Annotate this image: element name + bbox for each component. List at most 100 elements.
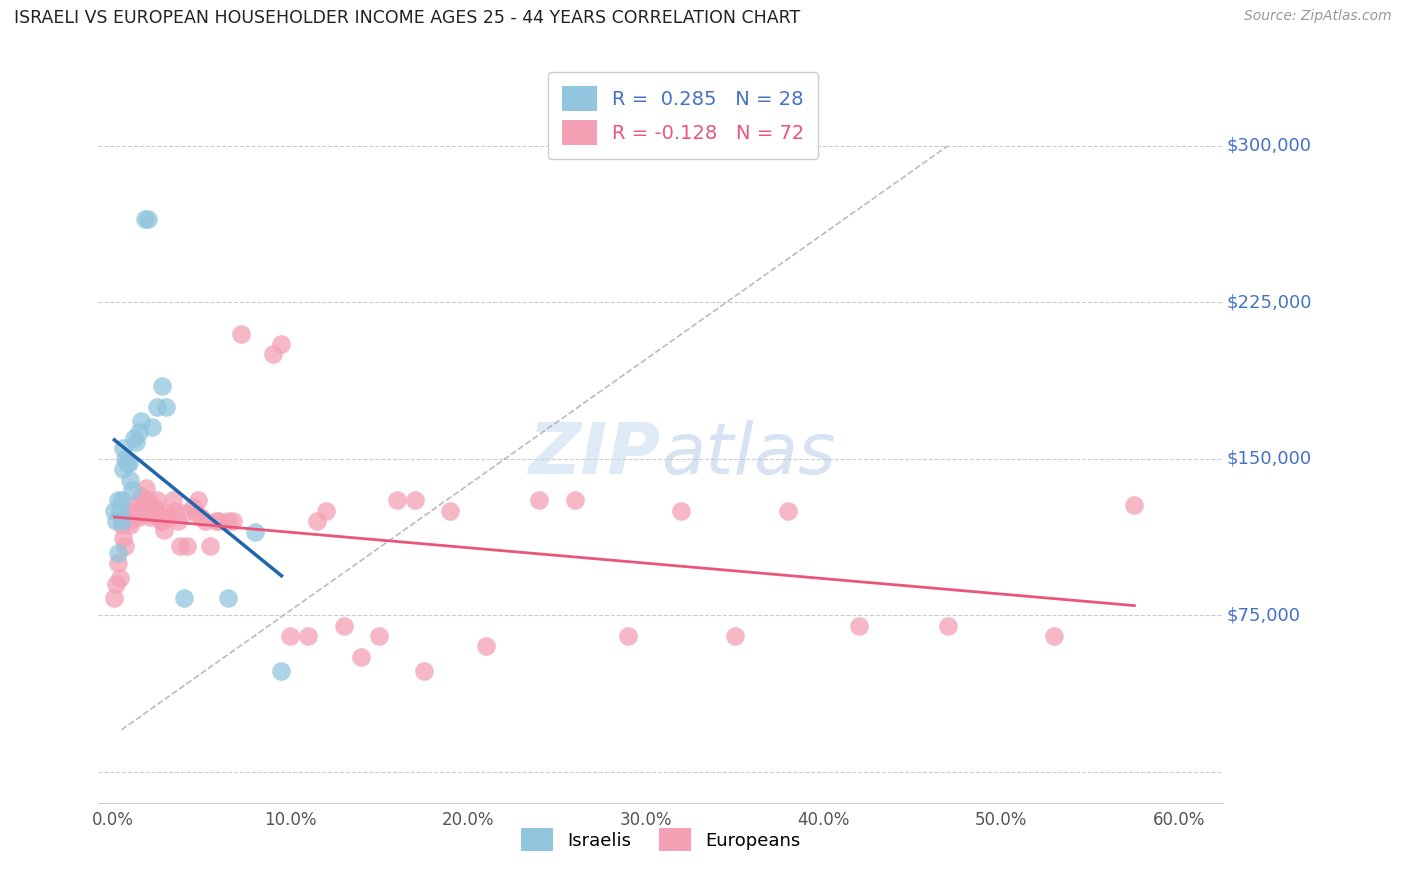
Point — [112, 462, 135, 476]
Point — [173, 591, 195, 606]
Point — [169, 539, 191, 553]
Point — [200, 539, 222, 553]
Point — [222, 514, 245, 528]
Point — [159, 510, 181, 524]
Point — [229, 326, 252, 341]
Point — [107, 556, 129, 570]
Point — [243, 524, 266, 539]
Point — [848, 618, 870, 632]
Point — [136, 211, 159, 226]
Point — [278, 629, 301, 643]
Point — [105, 577, 128, 591]
Point — [121, 483, 143, 497]
Point — [117, 456, 139, 470]
Point — [110, 518, 132, 533]
Point — [162, 493, 184, 508]
Point — [776, 504, 799, 518]
Text: $150,000: $150,000 — [1227, 450, 1312, 467]
Point — [262, 347, 284, 361]
Point — [150, 514, 173, 528]
Text: atlas: atlas — [661, 420, 835, 490]
Point — [350, 649, 373, 664]
Point — [114, 539, 136, 553]
Point — [136, 493, 159, 508]
Point — [167, 514, 190, 528]
Text: $75,000: $75,000 — [1227, 606, 1301, 624]
Text: ZIP: ZIP — [529, 420, 661, 490]
Point — [129, 414, 152, 428]
Point — [564, 493, 586, 508]
Point — [128, 425, 150, 439]
Point — [439, 504, 461, 518]
Point — [194, 514, 217, 528]
Point — [368, 629, 391, 643]
Point — [139, 510, 162, 524]
Point — [153, 523, 176, 537]
Point — [107, 545, 129, 559]
Point — [122, 431, 145, 445]
Point — [146, 493, 169, 508]
Point — [105, 514, 128, 528]
Point — [155, 506, 177, 520]
Point — [149, 514, 172, 528]
Point — [186, 506, 208, 520]
Point — [142, 508, 165, 522]
Legend: Israelis, Europeans: Israelis, Europeans — [512, 819, 810, 861]
Point — [127, 508, 149, 522]
Text: $300,000: $300,000 — [1227, 136, 1312, 155]
Point — [110, 514, 132, 528]
Text: ISRAELI VS EUROPEAN HOUSEHOLDER INCOME AGES 25 - 44 YEARS CORRELATION CHART: ISRAELI VS EUROPEAN HOUSEHOLDER INCOME A… — [14, 9, 800, 27]
Point — [143, 500, 166, 514]
Point — [297, 629, 319, 643]
Point — [270, 337, 292, 351]
Point — [134, 211, 156, 226]
Point — [134, 493, 156, 508]
Point — [103, 504, 125, 518]
Point — [107, 493, 129, 508]
Point — [146, 400, 169, 414]
Point — [120, 518, 142, 533]
Point — [122, 498, 145, 512]
Point — [135, 481, 157, 495]
Point — [108, 504, 131, 518]
Point — [208, 514, 231, 528]
Point — [315, 504, 337, 518]
Point — [115, 456, 138, 470]
Point — [527, 493, 550, 508]
Point — [125, 504, 148, 518]
Text: $225,000: $225,000 — [1227, 293, 1312, 311]
Point — [936, 618, 959, 632]
Point — [112, 442, 135, 456]
Point — [155, 400, 177, 414]
Point — [112, 531, 135, 545]
Point — [110, 493, 132, 508]
Point — [475, 640, 498, 654]
Point — [723, 629, 745, 643]
Point — [412, 665, 434, 679]
Point — [108, 570, 131, 584]
Point — [120, 473, 142, 487]
Point — [404, 493, 426, 508]
Point — [671, 504, 693, 518]
Point — [1123, 498, 1146, 512]
Point — [115, 510, 138, 524]
Point — [617, 629, 640, 643]
Point — [103, 591, 125, 606]
Point — [141, 500, 163, 514]
Point — [150, 378, 173, 392]
Point — [270, 665, 292, 679]
Point — [176, 539, 198, 553]
Point — [1043, 629, 1066, 643]
Point — [173, 506, 195, 520]
Point — [148, 508, 170, 522]
Point — [129, 489, 152, 503]
Point — [204, 514, 226, 528]
Point — [141, 420, 163, 434]
Point — [332, 618, 354, 632]
Point — [385, 493, 408, 508]
Point — [163, 504, 186, 518]
Point — [128, 510, 150, 524]
Point — [121, 504, 143, 518]
Point — [132, 506, 155, 520]
Text: Source: ZipAtlas.com: Source: ZipAtlas.com — [1244, 9, 1392, 23]
